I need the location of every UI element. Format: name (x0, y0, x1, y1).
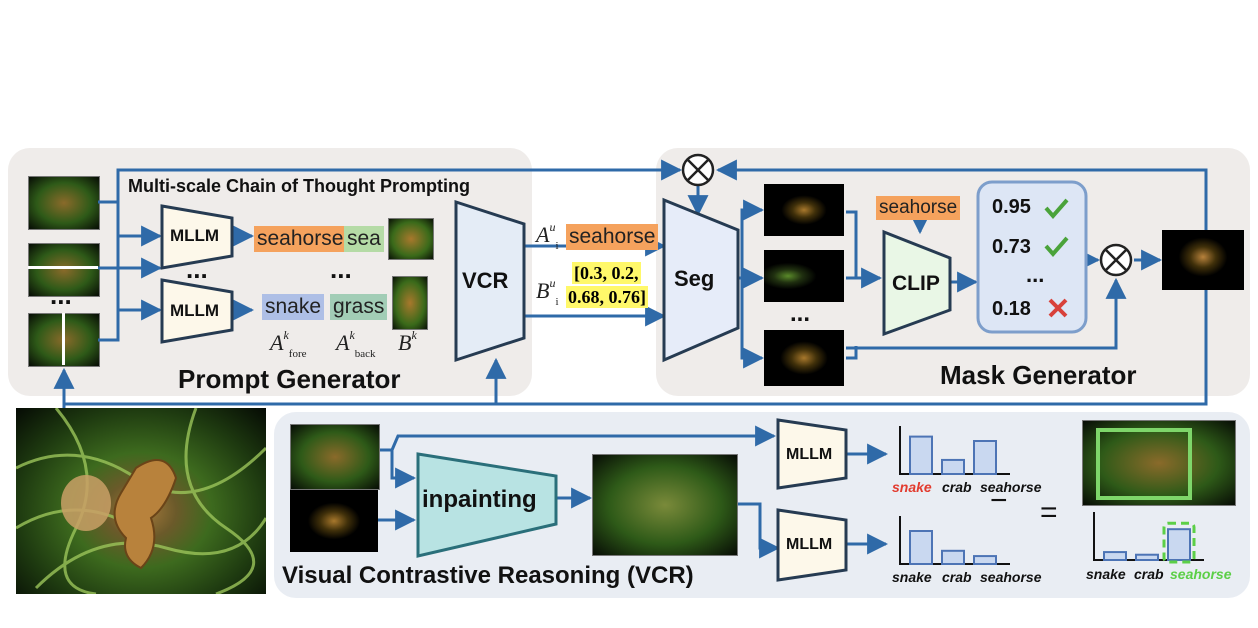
tag-ellipsis: ... (330, 254, 352, 284)
chart2-bar-seahorse (973, 555, 997, 566)
mask-2 (764, 250, 844, 302)
vcr-label: VCR (462, 268, 509, 293)
check-icon (1044, 236, 1069, 258)
sym-b-u: Bui (536, 276, 559, 309)
tag-grass: grass (330, 294, 388, 320)
bbox-line-2: 0.68, 0.76] (566, 286, 648, 308)
sym-b: Bk (398, 328, 417, 355)
chart2-label-snake: snake (892, 569, 932, 585)
mask-generator-title: Mask Generator (940, 360, 1137, 390)
chart3-bar-snake (1103, 551, 1127, 562)
tag-output-seahorse: seahorse (566, 224, 659, 250)
chart1-label-snake: snake (892, 479, 932, 495)
bbox-line-1: [0.3, 0.2, (572, 262, 641, 284)
score-ellipsis: ... (1026, 262, 1045, 287)
chart1-bar-crab (941, 458, 965, 476)
tag-sea: sea (344, 226, 384, 252)
chart1-label-crab: crab (942, 479, 972, 495)
chart3-bar-crab (1135, 553, 1159, 561)
thumb-split-line (28, 266, 98, 269)
thumb-scale-2 (28, 243, 100, 297)
chart3-label-seahorse: seahorse (1170, 566, 1232, 582)
seahorse-photo (16, 408, 266, 594)
vcr-module-title: Visual Contrastive Reasoning (VCR) (282, 562, 694, 589)
sym-a-fore: Akfore (270, 328, 307, 361)
chart1-bar-snake (909, 435, 933, 476)
vcr-mllm-label-2: MLLM (786, 536, 833, 553)
tag-snake: snake (262, 294, 325, 320)
arrow-top-to-multiply (116, 159, 683, 202)
vcr-input-image (290, 424, 380, 490)
inpainting-label: inpainting (422, 486, 537, 513)
mask-3 (764, 330, 844, 386)
mllm-label-1: MLLM (170, 226, 220, 245)
chart1-bar-seahorse (973, 440, 997, 475)
score-1: 0.95 (992, 196, 1031, 218)
prompt-generator-subtitle: Multi-scale Chain of Thought Prompting (128, 176, 470, 196)
thumb-ellipsis: ... (50, 280, 72, 310)
tag-img-2 (392, 276, 428, 330)
sym-a-back: Akback (336, 328, 376, 361)
clip-prompt-tag: seahorse (876, 196, 961, 220)
input-image (16, 408, 266, 594)
score-2: 0.73 (992, 236, 1031, 258)
chart3-highlight-box (1162, 521, 1196, 564)
mask-ellipsis: ... (790, 300, 811, 327)
inpainted-image (592, 454, 738, 556)
score-3: 0.18 (992, 298, 1031, 320)
minus-sign: − (990, 484, 1008, 517)
clip-label: CLIP (892, 272, 940, 295)
mllm-label-2: MLLM (170, 301, 220, 320)
sym-a-u: Aui (536, 220, 559, 253)
tag-img-1 (388, 218, 434, 260)
seg-label: Seg (674, 266, 715, 291)
chart2-bar-snake (909, 530, 933, 565)
chart1-label-seahorse: seahorse (980, 479, 1042, 495)
vcr-mask-image (290, 490, 378, 552)
chart2-bar-crab (941, 549, 965, 565)
mask-1 (764, 184, 844, 236)
output-mask (1162, 230, 1244, 290)
grounded-image (1082, 420, 1236, 506)
thumb-split-line-v (62, 313, 65, 365)
chart3-bar-seahorse (1167, 528, 1191, 562)
chart2-label-seahorse: seahorse (980, 569, 1042, 585)
chart3-label-crab: crab (1134, 566, 1164, 582)
prompt-generator-title: Prompt Generator (178, 364, 401, 394)
vcr-mllm-label-1: MLLM (786, 446, 833, 463)
chart3-label-snake: snake (1086, 566, 1126, 582)
chart2-label-crab: crab (942, 569, 972, 585)
grounding-box (1096, 428, 1192, 500)
check-icon (1044, 198, 1069, 220)
equals-sign: = (1040, 496, 1058, 529)
cross-icon (1048, 298, 1068, 318)
mllm-ellipsis: ... (186, 254, 208, 284)
tag-seahorse: seahorse (254, 226, 347, 252)
